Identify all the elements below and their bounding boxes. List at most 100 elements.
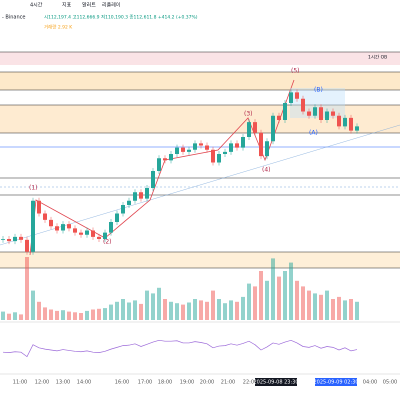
candle — [67, 224, 71, 229]
volume-bar — [79, 313, 83, 320]
candle — [277, 115, 281, 120]
candle — [325, 111, 329, 120]
time-label: 11:00 — [13, 380, 27, 386]
volume-bar — [259, 271, 263, 320]
candle — [181, 147, 185, 152]
wave-label: (5) — [291, 68, 300, 75]
candle — [193, 143, 197, 150]
candle — [1, 239, 5, 240]
candle — [73, 228, 77, 233]
candle — [163, 158, 167, 161]
volume-bar — [265, 280, 269, 320]
volume-bar — [343, 300, 347, 320]
volume-bar — [151, 293, 155, 320]
candle — [247, 122, 251, 137]
candle — [133, 192, 137, 201]
volume-bar — [139, 303, 143, 320]
candle — [331, 111, 335, 116]
time-label: 2025-09-08 23:30 — [253, 380, 298, 386]
tool[interactable]: 리플레이 — [102, 2, 120, 9]
candle — [355, 126, 359, 131]
tool[interactable]: 알러트 — [82, 2, 96, 9]
volume-bar — [211, 290, 215, 320]
volume-bar — [217, 299, 221, 320]
time-label: 16:00 — [115, 380, 129, 386]
candle — [127, 200, 131, 205]
wave-label: (A) — [309, 130, 318, 137]
tool[interactable]: 지표 — [62, 2, 72, 9]
volume-bar — [205, 301, 209, 320]
candle — [79, 232, 83, 235]
volume-bar — [223, 303, 227, 320]
candle — [187, 149, 191, 152]
candle — [55, 226, 59, 231]
zones — [0, 51, 400, 269]
candle — [301, 98, 305, 112]
candle — [121, 205, 125, 214]
candle — [259, 132, 263, 157]
volume-bar — [295, 280, 299, 320]
volume-bar — [163, 299, 167, 320]
volume-bar — [169, 301, 173, 320]
candle — [37, 200, 41, 214]
volume-bar — [127, 302, 131, 320]
volume-bar — [61, 310, 65, 320]
time-label: 22:00 — [243, 380, 257, 386]
volume-bar — [7, 313, 11, 320]
candles — [1, 89, 359, 358]
volume-bar — [73, 312, 77, 320]
candle — [349, 117, 353, 131]
candle — [85, 230, 89, 235]
volume-bar — [97, 308, 101, 320]
volume-bar — [121, 299, 125, 320]
time-highlight — [315, 378, 357, 386]
candle — [157, 158, 161, 171]
candle — [25, 239, 29, 252]
candle — [253, 122, 257, 133]
symbol: - Binance — [2, 15, 25, 21]
volume-bar — [37, 301, 41, 320]
candle — [13, 236, 17, 242]
volume-bar — [325, 290, 329, 320]
volume-bar — [253, 286, 257, 320]
time-label: 2025-09-09 02:30 — [313, 380, 358, 386]
candle — [319, 107, 323, 120]
volume-bar — [247, 283, 251, 320]
candle — [103, 232, 107, 239]
toolbar — [0, 0, 400, 34]
volume-readout: 거래량 2.92 K — [44, 24, 73, 31]
candle — [313, 107, 317, 116]
candle — [307, 111, 311, 116]
volume-bar — [349, 299, 353, 320]
time-label: 21:00 — [221, 380, 235, 386]
time-label: 17:00 — [138, 380, 152, 386]
volume-bar — [103, 308, 107, 320]
candle — [229, 143, 233, 152]
volume-bar — [115, 301, 119, 320]
volume-bar — [19, 314, 23, 320]
volume-bar — [85, 310, 89, 320]
time-highlight — [255, 378, 297, 386]
candle — [151, 171, 155, 188]
candle — [61, 224, 65, 231]
interval[interactable]: 4시간 — [30, 2, 43, 9]
candle — [283, 103, 287, 120]
wave-label: (4) — [262, 167, 271, 174]
volume-bar — [145, 290, 149, 320]
candle — [19, 236, 23, 240]
candle — [109, 222, 113, 233]
candle — [235, 143, 239, 148]
candle — [115, 213, 119, 222]
volume-bar — [157, 287, 161, 320]
volume-bar — [331, 299, 335, 320]
candle — [289, 92, 293, 103]
time-label: 13:00 — [56, 380, 70, 386]
volume-bar — [229, 300, 233, 320]
candle — [241, 137, 245, 148]
ob-label: 1시간 OB — [368, 54, 387, 61]
volume-bar — [25, 257, 29, 320]
candle — [7, 239, 11, 242]
volume-bar — [109, 304, 113, 320]
candle — [295, 92, 299, 99]
